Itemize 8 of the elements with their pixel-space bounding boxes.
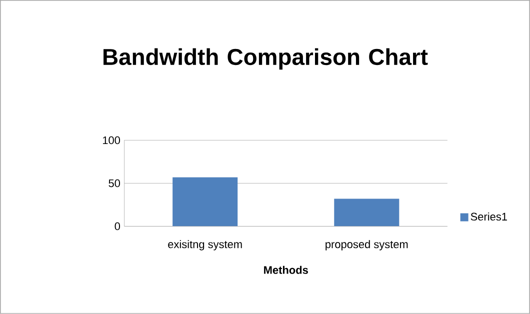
y-tick-label: 100	[102, 136, 120, 144]
x-tick-label: proposed system	[326, 240, 408, 250]
chart-title: Bandwidth Comparison Chart	[104, 48, 428, 70]
x-tick-label: exisitng system	[168, 240, 242, 250]
legend-label: Series1	[470, 212, 507, 221]
y-tick-label: 50	[108, 179, 120, 188]
y-tick-label: 0	[114, 222, 120, 230]
x-axis-title: Methods	[264, 266, 308, 274]
